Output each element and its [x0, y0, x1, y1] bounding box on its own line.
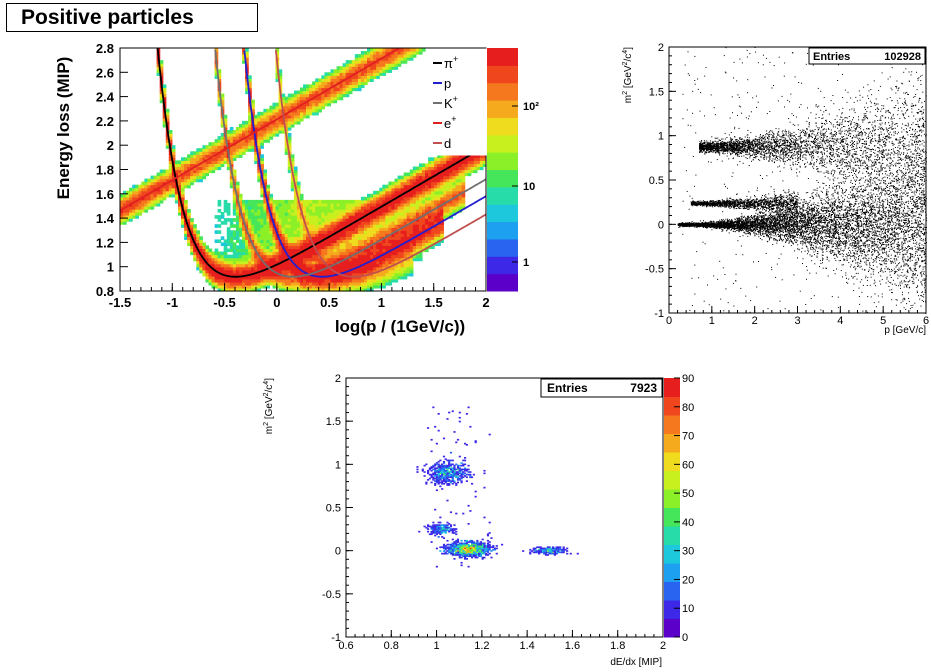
curve-p [243, 50, 487, 278]
y-tick-label: 2.4 [96, 90, 115, 105]
y-tick-label: 2 [658, 42, 664, 54]
y-tick-label: -0.5 [645, 264, 664, 276]
colorbar-tick-label: 80 [682, 402, 694, 414]
dedx-heatmap-cells [416, 406, 579, 568]
stats-entries-label: Entries [813, 51, 850, 63]
dedx-colorbar: 0 10 20 30 40 50 60 70 80 90 [664, 373, 694, 644]
legend-entry: p [444, 76, 451, 91]
energy-loss-axes: -1.5 -1 -0.5 0 0.5 1 1.5 2 0.8 1 1.2 1.4 1.6 1.8 2 2.2 2… [96, 41, 490, 310]
y-tick-label: 2 [107, 138, 114, 153]
dedx-stats-box: Entries 7923 [540, 378, 663, 398]
colorbar-tick-label: 10 [523, 181, 535, 193]
mass-squared-scatter-points [677, 47, 927, 314]
x-tick-label: 1.2 [474, 640, 489, 652]
x-tick-label: 0.5 [320, 295, 338, 310]
colorbar-tick-label: 40 [682, 517, 694, 529]
y-tick-label: 1 [658, 131, 664, 143]
y-tick-label: -1 [654, 308, 664, 320]
x-tick-label: 1.8 [610, 640, 625, 652]
x-tick-label: 1.5 [425, 295, 443, 310]
x-tick-label: 0 [273, 295, 280, 310]
x-tick-label: 5 [880, 315, 886, 327]
curve-d [274, 49, 487, 278]
y-tick-label: 1 [335, 459, 341, 471]
x-tick-label: -1.5 [109, 295, 131, 310]
x-tick-label: 1.6 [565, 640, 580, 652]
y-tick-label: 1.5 [326, 416, 341, 428]
y-tick-label: -0.5 [322, 589, 341, 601]
curve-K [214, 49, 487, 278]
colorbar-tick-label: 0 [682, 632, 688, 644]
legend-entry: d [444, 136, 451, 151]
dedx-y-axis-label: m2 [GeV2/c4] [263, 378, 275, 434]
colorbar-tick-label: 90 [682, 373, 694, 385]
dedx-x-axis-label: dE/dx [MIP] [610, 657, 662, 668]
stats-entries-value: 7923 [630, 381, 657, 395]
y-tick-label: 2.2 [96, 114, 114, 129]
colorbar-tick-label: 60 [682, 459, 694, 471]
y-tick-label: 1.8 [96, 163, 114, 178]
energy-loss-colorbar: 1 10 10² [487, 48, 539, 292]
dedx-plot-frame [345, 377, 664, 638]
y-tick-label: 0.8 [96, 284, 114, 299]
y-tick-label: 1.5 [649, 86, 664, 98]
y-tick-label: 2.8 [96, 41, 114, 56]
x-tick-label: 2 [482, 295, 489, 310]
y-tick-label: 1 [107, 260, 114, 275]
x-tick-label: 1 [434, 640, 440, 652]
curve-e [119, 47, 400, 212]
y-tick-label: 0.5 [649, 175, 664, 187]
x-tick-label: -1 [167, 295, 179, 310]
colorbar-tick-label: 30 [682, 546, 694, 558]
mass-squared-x-axis-label: p [GeV/c] [884, 325, 926, 336]
energy-loss-x-axis-label: log(p / (1GeV/c)) [335, 317, 465, 336]
y-tick-label: -1 [331, 632, 341, 644]
dedx-axes: 0.6 0.8 1 1.2 1.4 1.6 1.8 2 -1 -0.5 0 0.5 1 1.5 2 [322, 373, 666, 652]
x-tick-label: 0 [666, 315, 672, 327]
y-tick-label: 2 [335, 373, 341, 385]
x-tick-label: 2 [752, 315, 758, 327]
x-tick-label: 0.8 [384, 640, 399, 652]
x-tick-label: 1 [378, 295, 385, 310]
mass-squared-y-axis-label: m2 [GeV2/c4] [622, 47, 634, 103]
y-tick-label: 1.6 [96, 187, 114, 202]
colorbar-tick-label: 70 [682, 431, 694, 443]
energy-loss-legend: π+pK+e+d [427, 48, 487, 156]
y-tick-label: 0 [658, 219, 664, 231]
energy-loss-curves [119, 47, 487, 278]
x-tick-label: 0.6 [338, 640, 353, 652]
curve-π [156, 48, 487, 278]
colorbar-tick-label: 50 [682, 488, 694, 500]
mass-squared-stats-box: Entries 102928 [808, 47, 926, 65]
x-tick-label: 6 [923, 315, 929, 327]
y-tick-label: 2.6 [96, 65, 114, 80]
energy-loss-heatmap-cells [120, 48, 487, 292]
x-tick-label: 2 [660, 640, 666, 652]
colorbar-tick-label: 10 [682, 603, 694, 615]
page-title: Positive particles [6, 3, 258, 32]
x-tick-label: 3 [794, 315, 800, 327]
x-tick-label: 1 [709, 315, 715, 327]
colorbar-tick-label: 20 [682, 574, 694, 586]
x-tick-label: 1.4 [519, 640, 534, 652]
x-tick-label: 4 [837, 315, 843, 327]
stats-entries-value: 102928 [884, 51, 921, 63]
colorbar-tick-label: 10² [523, 101, 539, 113]
y-tick-label: 0.5 [326, 503, 341, 515]
x-tick-label: -0.5 [213, 295, 235, 310]
mass-squared-axes: 0 1 2 3 4 5 6 -1 -0.5 0 0.5 1 1.5 2 [645, 42, 929, 327]
colorbar-tick-label: 1 [523, 257, 529, 269]
energy-loss-y-axis-label: Energy loss (MIP) [54, 57, 73, 200]
stats-entries-label: Entries [547, 381, 588, 395]
y-tick-label: 1.4 [96, 211, 115, 226]
y-tick-label: 1.2 [96, 235, 114, 250]
y-tick-label: 0 [335, 546, 341, 558]
